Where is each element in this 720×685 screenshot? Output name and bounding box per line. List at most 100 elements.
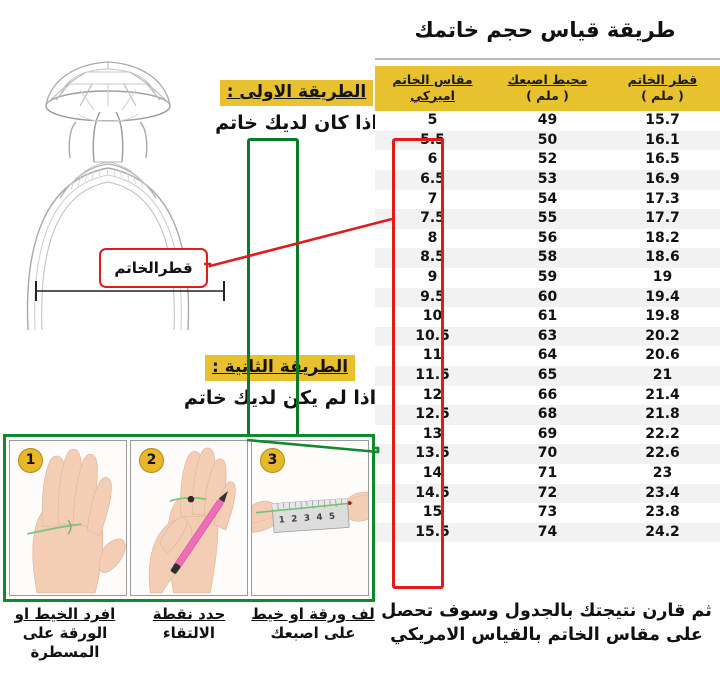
cell-ring-diameter: 15.7 xyxy=(605,111,720,131)
cell-finger-circumference: 74 xyxy=(490,522,605,543)
cell-ring-diameter: 19 xyxy=(605,268,720,288)
table-row: 18.6 58 8.5 xyxy=(375,248,720,268)
cell-us-size: 5.5 xyxy=(375,130,490,151)
page-title: طريقة قياس حجم خاتمك xyxy=(414,18,676,42)
table-row: 20.2 63 10.5 xyxy=(375,326,720,347)
conclusion-text: ثم قارن نتيجتك بالجدول وسوف تحصل على مقا… xyxy=(379,600,714,647)
step-caption-2: حدد نقطة الالتقاء xyxy=(152,605,226,642)
cell-ring-diameter: 24.2 xyxy=(605,522,720,543)
cell-us-size: 12.5 xyxy=(375,405,490,425)
header-us-ring-size: مقاس الخاتم اميركي xyxy=(375,66,490,112)
ring-diameter-label: قطرالخاتم xyxy=(114,259,193,277)
table-row: 23.4 72 14.5 xyxy=(375,483,720,504)
cell-ring-diameter: 23 xyxy=(605,463,720,484)
conclusion-line-1: ثم قارن نتيجتك بالجدول وسوف تحصل xyxy=(381,601,712,621)
ring-size-table: قطر الخاتم ( ملم ) محيط اصبعك ( ملم ) مق… xyxy=(375,66,720,543)
cell-ring-diameter: 21.4 xyxy=(605,385,720,406)
cell-finger-circumference: 53 xyxy=(490,170,605,190)
cell-us-size: 9 xyxy=(375,268,490,288)
table-row: 17.3 54 7 xyxy=(375,189,720,210)
diameter-measure-arrow xyxy=(35,281,225,301)
cell-ring-diameter: 22.2 xyxy=(605,424,720,445)
cell-us-size: 13 xyxy=(375,424,490,445)
method-one-block: الطريقة الاولى : اذا كان لديك خاتم xyxy=(214,80,379,134)
cell-finger-circumference: 64 xyxy=(490,346,605,366)
cell-finger-circumference: 70 xyxy=(490,444,605,464)
ruler-mark: 3 xyxy=(304,513,311,523)
cell-us-size: 11 xyxy=(375,346,490,366)
cell-finger-circumference: 50 xyxy=(490,130,605,151)
method-one-description: اذا كان لديك خاتم xyxy=(215,112,378,134)
ruler-mark: 5 xyxy=(329,512,336,522)
cell-us-size: 6 xyxy=(375,150,490,171)
cell-us-size: 14.5 xyxy=(375,483,490,504)
cell-finger-circumference: 55 xyxy=(490,209,605,229)
cell-us-size: 5 xyxy=(375,111,490,131)
step-badge-3: 3 xyxy=(260,448,285,473)
cell-ring-diameter: 23.8 xyxy=(605,503,720,523)
header-ring-diameter: قطر الخاتم ( ملم ) xyxy=(605,66,720,112)
cell-ring-diameter: 23.4 xyxy=(605,483,720,504)
cell-ring-diameter: 21 xyxy=(605,365,720,386)
cell-us-size: 10 xyxy=(375,307,490,327)
table-row: 19.4 60 9.5 xyxy=(375,287,720,308)
cell-ring-diameter: 19.4 xyxy=(605,287,720,308)
cell-finger-circumference: 52 xyxy=(490,150,605,171)
cell-ring-diameter: 16.1 xyxy=(605,130,720,151)
cell-finger-circumference: 65 xyxy=(490,365,605,386)
cell-ring-diameter: 16.5 xyxy=(605,150,720,171)
cell-ring-diameter: 21.8 xyxy=(605,405,720,425)
method-two-block: الطريقة الثانية : اذا لم يكن لديك خاتم xyxy=(180,355,380,409)
cell-ring-diameter: 17.7 xyxy=(605,209,720,229)
conclusion-line-2: على مقاس الخاتم بالقياس الامريكي xyxy=(390,624,703,645)
cell-ring-diameter: 19.8 xyxy=(605,307,720,327)
table-row: 21.8 68 12.5 xyxy=(375,405,720,425)
cell-us-size: 7.5 xyxy=(375,209,490,229)
step-photo-1: 1 xyxy=(9,440,127,596)
table-row: 18.2 56 8 xyxy=(375,228,720,249)
table-row: 16.9 53 6.5 xyxy=(375,170,720,190)
steps-photo-strip: 3 xyxy=(3,434,375,602)
cell-finger-circumference: 58 xyxy=(490,248,605,268)
cell-finger-circumference: 61 xyxy=(490,307,605,327)
table-row: 17.7 55 7.5 xyxy=(375,209,720,229)
table-row: 20.6 64 11 xyxy=(375,346,720,366)
ruler-mark: 2 xyxy=(291,514,298,524)
table-row: 23 71 14 xyxy=(375,463,720,484)
cell-ring-diameter: 16.9 xyxy=(605,170,720,190)
cell-us-size: 15.5 xyxy=(375,522,490,543)
cell-ring-diameter: 18.2 xyxy=(605,228,720,249)
table-row: 19.8 61 10 xyxy=(375,307,720,327)
step-caption-3: افرد الخيط او الورقة على المسطرة xyxy=(14,605,116,661)
cell-us-size: 7 xyxy=(375,189,490,210)
cell-finger-circumference: 72 xyxy=(490,483,605,504)
ring-illustration xyxy=(26,61,190,330)
step-photo-2: 2 xyxy=(130,440,248,596)
cell-ring-diameter: 18.6 xyxy=(605,248,720,268)
ruler-mark: 1 xyxy=(279,515,286,525)
table-row: 22.6 70 13.5 xyxy=(375,444,720,464)
marking-point-illustration xyxy=(131,443,247,594)
table-row: 21.4 66 12 xyxy=(375,385,720,406)
cell-finger-circumference: 60 xyxy=(490,287,605,308)
step-badge-2: 2 xyxy=(139,448,164,473)
cell-finger-circumference: 69 xyxy=(490,424,605,445)
cell-us-size: 8 xyxy=(375,228,490,249)
method-two-tag: الطريقة الثانية : xyxy=(204,355,356,381)
header-finger-circumference: محيط اصبعك ( ملم ) xyxy=(490,66,605,112)
table-row: 21 65 11.5 xyxy=(375,365,720,386)
method-two-description: اذا لم يكن لديك خاتم xyxy=(183,387,377,409)
table-row: 22.2 69 13 xyxy=(375,424,720,445)
step-photo-3: 3 xyxy=(251,440,369,596)
table-row: 16.5 52 6 xyxy=(375,150,720,171)
table-row: 19 59 9 xyxy=(375,268,720,288)
cell-finger-circumference: 73 xyxy=(490,503,605,523)
cell-us-size: 10.5 xyxy=(375,326,490,347)
step-caption-1: لف ورقة او خيط على اصبعك xyxy=(251,605,375,642)
cell-us-size: 14 xyxy=(375,463,490,484)
cell-ring-diameter: 20.6 xyxy=(605,346,720,366)
thread-on-finger-illustration xyxy=(10,443,126,594)
cell-ring-diameter: 20.2 xyxy=(605,326,720,347)
cell-finger-circumference: 56 xyxy=(490,228,605,249)
